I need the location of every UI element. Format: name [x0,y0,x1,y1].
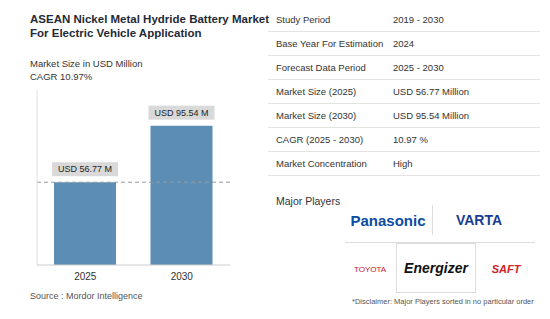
html-text:2025 - 2030: 2025 - 2030 [393,62,444,73]
html-text:USD 95.54 Million: USD 95.54 Million [393,110,469,121]
html-text:CAGR 10.97%: CAGR 10.97% [30,71,93,82]
html-text:*Disclaimer: Major Players sor: *Disclaimer: Major Players sorted in no … [352,297,534,306]
html-text:ASEAN Nickel Metal Hydride Bat: ASEAN Nickel Metal Hydride Battery Marke… [30,13,269,39]
html-text:VARTA: VARTA [455,212,503,228]
html-text:2024: 2024 [393,38,415,49]
html-text:TOYOTA: TOYOTA [353,264,387,274]
html-text:Base Year For Estimation: Base Year For Estimation [276,38,384,49]
html-text:Market Size (2030): Market Size (2030) [276,110,357,121]
html-text:CAGR (2025 - 2030): CAGR (2025 - 2030) [276,134,364,145]
html-text:Major Players: Major Players [276,195,341,207]
html-text:Market Concentration: Market Concentration [276,158,367,169]
html-text:High: High [393,158,413,169]
html-text:Panasonic: Panasonic [350,211,426,229]
html-text:Forecast Data Period: Forecast Data Period [276,62,366,73]
html-text:USD 56.77 Million: USD 56.77 Million [393,86,469,97]
svg-text:2025: 2025 [74,271,97,282]
html-text:Energizer: Energizer [404,260,468,276]
html-text:Study Period: Study Period [276,14,331,25]
html-text:2019 - 2030: 2019 - 2030 [393,14,444,25]
html-text:10.97 %: 10.97 % [393,134,428,145]
svg-text:USD 95.54 M: USD 95.54 M [154,108,208,118]
svg-text:USD 56.77 M: USD 56.77 M [58,164,112,174]
html-text:Market Size (2025): Market Size (2025) [276,86,357,97]
html-text:Market Size in USD Million: Market Size in USD Million [30,58,143,69]
html-text:SAFT: SAFT [491,263,521,275]
html-text:Source : Mordor Intelligence: Source : Mordor Intelligence [30,291,143,301]
svg-text:2030: 2030 [171,271,194,282]
